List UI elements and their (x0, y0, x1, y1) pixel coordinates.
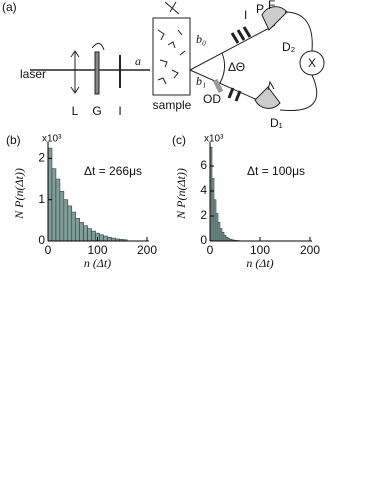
x-tick-label: 100 (250, 243, 270, 257)
y-axis-label: N P(n(Δt)) (174, 168, 188, 220)
label: I (244, 8, 247, 22)
scatterers (157, 29, 186, 85)
label: laser (20, 67, 46, 81)
bar (83, 225, 88, 242)
x-tick-label: 100 (87, 243, 107, 257)
angle-arc (219, 52, 226, 84)
y-tick-label: 1 (38, 192, 45, 206)
bar (99, 234, 104, 242)
multiplier: x10³ (204, 134, 224, 145)
bar (221, 231, 225, 242)
x-tick-label: 200 (300, 243, 320, 257)
y-tick-label: 4 (200, 183, 207, 197)
y-tick-label: 0 (200, 233, 207, 247)
label: I (118, 104, 121, 118)
label: ΔΘ (228, 60, 245, 74)
bar (219, 228, 223, 242)
x-axis-label: n (Δt) (84, 256, 111, 270)
bar (75, 217, 80, 242)
rotation-arrow (91, 43, 105, 51)
label: F (268, 0, 275, 12)
bar (107, 236, 112, 242)
label: a (135, 54, 141, 68)
annotation: Δt = 266μs (84, 164, 142, 178)
y-tick-label: 6 (200, 158, 207, 172)
label: D₁ (270, 116, 283, 130)
bar (67, 205, 73, 242)
label: X (308, 56, 316, 70)
label: OD (203, 92, 221, 106)
bar (71, 211, 77, 242)
label: D₂ (282, 40, 296, 54)
y-tick-label: 2 (38, 151, 45, 165)
label: sample (153, 98, 192, 112)
bar (63, 199, 69, 242)
motion-arrows (164, 1, 180, 15)
bar (211, 178, 215, 242)
bar (223, 235, 227, 242)
panel-label: (b) (6, 133, 21, 147)
bar (213, 199, 217, 242)
bar (47, 147, 53, 242)
beam-b1 (189, 69, 263, 103)
lower-optics (227, 87, 242, 102)
lens-arrows (70, 50, 80, 94)
upper-optics (230, 26, 252, 44)
bar (55, 178, 61, 242)
label: G (92, 104, 101, 118)
label: b₁ (196, 74, 206, 88)
annotation: Δt = 100μs (247, 164, 305, 178)
bar (91, 230, 96, 242)
setup-diagram (30, 1, 325, 112)
sample-box (152, 17, 191, 96)
x-tick-label: 0 (207, 243, 214, 257)
y-tick-label: 2 (200, 208, 207, 222)
x-tick-label: 200 (137, 243, 157, 257)
wire-top (284, 11, 313, 52)
glass-plate (94, 51, 100, 95)
bar (217, 221, 221, 242)
bar (103, 235, 108, 242)
beam-b0 (189, 24, 276, 71)
label: b₀ (196, 32, 206, 46)
bar (59, 191, 65, 242)
multiplier: x10³ (42, 134, 62, 145)
od-filter (212, 78, 224, 94)
y-axis-label: N P(n(Δt)) (12, 168, 26, 220)
y-tick-label: 0 (38, 233, 45, 247)
x-axis-label: n (Δt) (246, 256, 273, 270)
detector-1 (254, 86, 281, 109)
x-tick-label: 0 (45, 243, 52, 257)
arrow-d1 (267, 80, 275, 91)
bar (51, 168, 57, 242)
panel-label: (a) (2, 0, 17, 14)
label: P (256, 2, 264, 16)
bar (87, 228, 92, 242)
bar (215, 213, 219, 242)
label: L (72, 104, 79, 118)
wire-bottom (279, 74, 318, 112)
panel-label: (c) (172, 133, 186, 147)
bar (225, 236, 229, 242)
bar (79, 222, 84, 242)
